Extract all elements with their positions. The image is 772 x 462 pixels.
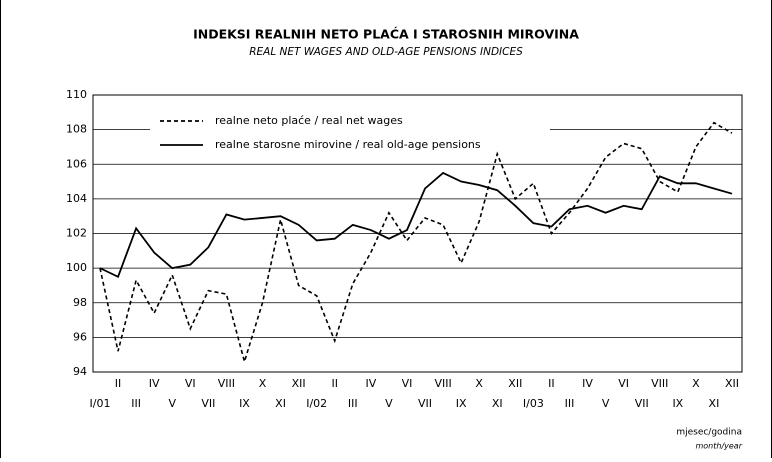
x-tick-label: X — [692, 377, 700, 390]
x-tick-label: VIII — [651, 377, 668, 390]
x-tick-label: V — [168, 397, 176, 410]
x-tick-label: VII — [635, 397, 649, 410]
x-tick-label: VII — [201, 397, 215, 410]
x-tick-label: VIII — [434, 377, 451, 390]
y-tick-label: 108 — [66, 123, 87, 136]
x-tick-label: I/01 — [90, 397, 111, 410]
x-axis-label-en: month/year — [695, 442, 742, 451]
x-tick-label: XII — [508, 377, 522, 390]
x-axis-label: mjesec/godina — [676, 428, 742, 438]
series-line — [99, 121, 733, 365]
x-tick-label: XII — [725, 377, 739, 390]
x-tick-label: II — [115, 377, 122, 390]
x-tick-label: II — [548, 377, 555, 390]
legend-background — [150, 108, 550, 156]
x-tick-label: II — [331, 377, 338, 390]
x-tick-label: III — [565, 397, 575, 410]
x-tick-label: V — [602, 397, 610, 410]
x-tick-label: XII — [292, 377, 306, 390]
y-tick-label: 104 — [66, 192, 87, 205]
x-tick-label: III — [131, 397, 141, 410]
x-tick-label: IV — [365, 377, 376, 390]
x-tick-label: V — [385, 397, 393, 410]
x-tick-label: VI — [402, 377, 413, 390]
x-tick-label: XI — [492, 397, 503, 410]
x-tick-label: X — [259, 377, 267, 390]
x-tick-label: XI — [275, 397, 286, 410]
chart-title: INDEKSI REALNIH NETO PLAĆA I STAROSNIH M… — [193, 27, 579, 42]
x-tick-label: IX — [456, 397, 467, 410]
x-tick-label: I/02 — [306, 397, 327, 410]
x-tick-label: IX — [239, 397, 250, 410]
y-tick-label: 100 — [66, 261, 87, 274]
y-tick-label: 110 — [66, 88, 87, 101]
x-tick-label: IX — [672, 397, 683, 410]
x-tick-label: X — [475, 377, 483, 390]
legend-label: realne starosne mirovine / real old-age … — [215, 138, 481, 151]
x-tick-label: VII — [418, 397, 432, 410]
x-tick-label: VI — [185, 377, 196, 390]
y-tick-label: 94 — [73, 365, 87, 378]
series-line — [99, 171, 733, 279]
y-tick-label: 102 — [66, 227, 87, 240]
x-tick-label: VIII — [218, 377, 235, 390]
x-tick-label: I/03 — [523, 397, 544, 410]
x-tick-label: IV — [582, 377, 593, 390]
y-tick-label: 96 — [73, 330, 87, 343]
x-tick-label: III — [348, 397, 358, 410]
x-tick-label: IV — [149, 377, 160, 390]
chart-subtitle: REAL NET WAGES AND OLD-AGE PENSIONS INDI… — [249, 46, 523, 58]
y-tick-label: 98 — [73, 296, 87, 309]
x-tick-label: XI — [709, 397, 720, 410]
legend-label: realne neto plaće / real net wages — [215, 114, 403, 127]
y-tick-label: 106 — [66, 157, 87, 170]
x-tick-label: VI — [618, 377, 629, 390]
